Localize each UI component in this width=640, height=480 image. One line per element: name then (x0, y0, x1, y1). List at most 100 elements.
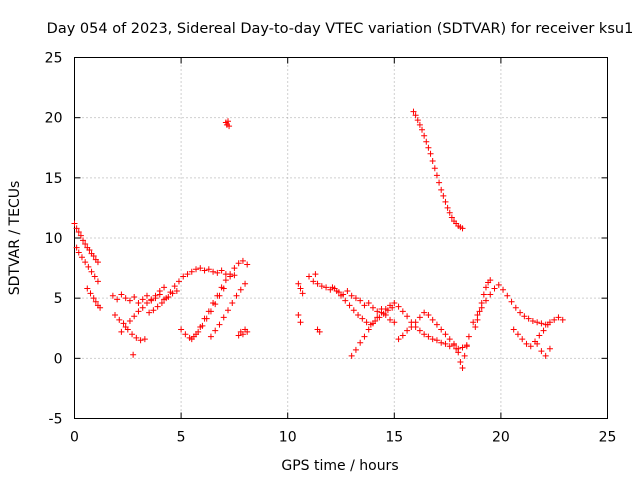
data-point (416, 327, 423, 334)
data-point (519, 336, 526, 343)
data-point (143, 299, 150, 306)
data-point (438, 186, 445, 193)
data-point (188, 268, 195, 275)
data-point (425, 333, 432, 340)
y-tick-label: 15 (45, 171, 63, 187)
data-points (71, 108, 566, 371)
data-point (433, 337, 440, 344)
data-point (482, 284, 489, 291)
data-point (175, 278, 182, 285)
data-point (465, 333, 472, 340)
data-point (438, 339, 445, 346)
y-tick-label: 0 (54, 351, 63, 367)
data-point (225, 307, 232, 314)
data-point (459, 344, 466, 351)
data-point (355, 312, 362, 319)
data-point (442, 340, 449, 347)
data-point (346, 302, 353, 309)
data-point (342, 297, 349, 304)
data-point (97, 304, 104, 311)
data-point (510, 326, 517, 333)
data-point (391, 299, 398, 306)
data-point (297, 319, 304, 326)
data-point (551, 316, 558, 323)
data-point (448, 214, 455, 221)
data-point (538, 320, 545, 327)
data-point (314, 280, 321, 287)
data-point (73, 225, 80, 232)
data-point (523, 340, 530, 347)
data-point (222, 277, 229, 284)
x-tick-label: 0 (70, 430, 79, 446)
data-point (137, 337, 144, 344)
data-point (184, 271, 191, 278)
y-tick-label: 25 (45, 51, 63, 67)
data-point (212, 327, 219, 334)
data-point (546, 345, 553, 352)
data-point (316, 328, 323, 335)
plot-frame (74, 57, 608, 419)
data-point (399, 332, 406, 339)
data-point (205, 308, 212, 315)
data-point (75, 228, 82, 235)
data-point (529, 318, 536, 325)
data-point (112, 312, 119, 319)
data-point (504, 292, 511, 299)
x-tick-label: 20 (492, 430, 510, 446)
x-tick-label: 10 (279, 430, 297, 446)
data-point (382, 305, 389, 312)
data-point (318, 283, 325, 290)
data-point (220, 314, 227, 321)
data-point (207, 333, 214, 340)
data-point (135, 299, 142, 306)
data-point (450, 340, 457, 347)
data-point (429, 157, 436, 164)
data-point (408, 324, 415, 331)
data-point (306, 273, 313, 280)
data-point (329, 284, 336, 291)
data-point (429, 316, 436, 323)
x-tick-label: 15 (385, 430, 403, 446)
data-point (133, 334, 140, 341)
data-point (227, 271, 234, 278)
data-point (508, 298, 515, 305)
data-point (425, 144, 432, 151)
data-point (122, 295, 129, 302)
data-point (231, 272, 238, 279)
data-point (395, 336, 402, 343)
data-point (463, 343, 470, 350)
data-point (359, 315, 366, 322)
data-point (459, 225, 466, 232)
data-point (118, 328, 125, 335)
data-point (226, 123, 233, 130)
data-point (235, 260, 242, 267)
data-point (416, 121, 423, 128)
data-point (374, 308, 381, 315)
data-point (446, 343, 453, 350)
data-point (214, 269, 221, 276)
data-point (540, 327, 547, 334)
data-point (517, 309, 524, 316)
data-point (412, 319, 419, 326)
data-point (167, 289, 174, 296)
data-point (244, 261, 251, 268)
data-point (109, 292, 116, 299)
data-point (361, 333, 368, 340)
data-point (487, 291, 494, 298)
data-point (431, 165, 438, 172)
data-point (173, 287, 180, 294)
data-point (180, 273, 187, 280)
data-point (474, 312, 481, 319)
data-point (216, 321, 223, 328)
data-point (239, 257, 246, 264)
data-point (146, 309, 153, 316)
data-point (395, 303, 402, 310)
data-point (538, 348, 545, 355)
data-point (404, 327, 411, 334)
data-point (80, 237, 87, 244)
data-point (559, 316, 566, 323)
x-axis-label: GPS time / hours (281, 458, 398, 474)
data-point (244, 328, 251, 335)
data-point (193, 266, 200, 273)
